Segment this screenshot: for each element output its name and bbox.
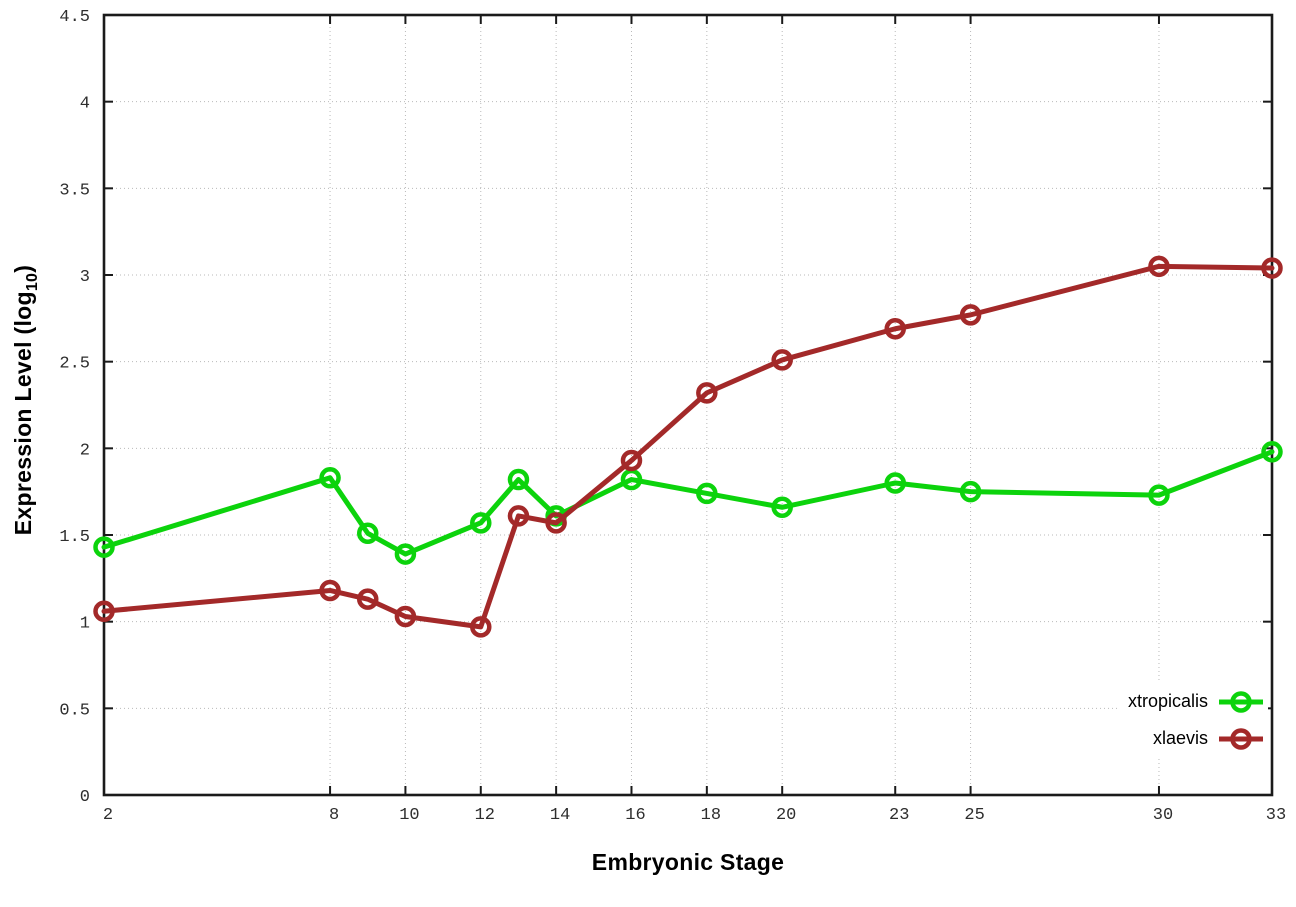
y-axis-title-text: Expression Level (log — [10, 291, 37, 536]
x-tick-label-18: 18 — [701, 806, 721, 825]
y-tick-label-2.5: 2.5 — [59, 355, 90, 374]
y-tick-label-1.5: 1.5 — [59, 528, 90, 547]
legend-item-xtropicalis: xtropicalis — [1128, 683, 1264, 720]
marker-xtropicalis-stage-23 — [884, 472, 906, 494]
x-tick-label-8: 8 — [329, 806, 339, 825]
x-tick-label-20: 20 — [776, 806, 796, 825]
marker-xlaevis-stage-20 — [771, 349, 793, 371]
y-tick-label-4.5: 4.5 — [59, 8, 90, 27]
series-line-xlaevis — [101, 263, 1275, 630]
y-tick-label-3.5: 3.5 — [59, 181, 90, 200]
y-tick-label-1: 1 — [80, 615, 90, 634]
marker-xtropicalis-stage-10 — [394, 543, 417, 565]
y-tick-label-2: 2 — [80, 441, 90, 460]
marker-xtropicalis-stage-20 — [771, 496, 793, 519]
y-tick-label-0: 0 — [80, 788, 90, 807]
x-tick-label-25: 25 — [964, 806, 984, 825]
marker-xlaevis-stage-2 — [93, 600, 115, 623]
y-axis-title-close: ) — [10, 264, 37, 273]
legend-label-xtropicalis: xtropicalis — [1127, 691, 1208, 711]
legend-marker-xtropicalis-icon — [1219, 690, 1263, 713]
y-tick-label-4: 4 — [80, 95, 90, 114]
x-axis-title: Embryonic Stage — [591, 849, 785, 875]
y-axis-title-subscript: 10 — [23, 272, 41, 292]
plot-border — [102, 13, 1274, 797]
marker-xtropicalis-stage-8 — [319, 467, 341, 489]
marker-xlaevis-stage-13 — [507, 505, 530, 527]
legend-marker-xlaevis-icon — [1219, 727, 1263, 750]
y-tick-label-0.5: 0.5 — [59, 701, 90, 720]
marker-xtropicalis-stage-18 — [696, 482, 718, 505]
x-tick-label-10: 10 — [399, 806, 419, 825]
marker-xlaevis-stage-23 — [884, 317, 906, 340]
y-axis-title: Expression Level (log10) — [10, 265, 42, 535]
marker-xtropicalis-stage-25 — [959, 480, 982, 503]
marker-xlaevis-stage-8 — [319, 579, 341, 602]
marker-xlaevis-stage-25 — [959, 304, 982, 326]
x-tick-label-30: 30 — [1153, 806, 1173, 825]
marker-xtropicalis-stage-9 — [356, 522, 379, 545]
x-tick-label-2: 2 — [103, 806, 113, 825]
legend: xtropicalis xlaevis — [1117, 681, 1268, 759]
x-tick-label-33: 33 — [1266, 806, 1286, 825]
marker-xlaevis-stage-14 — [545, 512, 567, 534]
marker-xlaevis-stage-10 — [394, 605, 417, 628]
legend-item-xlaevis: xlaevis — [1128, 720, 1264, 757]
marker-xlaevis-stage-9 — [356, 588, 379, 610]
x-tick-label-14: 14 — [550, 806, 570, 825]
x-tick-label-16: 16 — [625, 806, 645, 825]
marker-xtropicalis-stage-2 — [93, 536, 115, 558]
marker-xlaevis-stage-33 — [1261, 257, 1283, 279]
marker-xtropicalis-stage-30 — [1148, 484, 1170, 506]
x-tick-label-23: 23 — [889, 806, 909, 825]
legend-label-xlaevis: xlaevis — [1152, 728, 1208, 748]
series-line-xtropicalis — [101, 449, 1275, 557]
marker-xtropicalis-stage-12 — [470, 512, 492, 534]
marker-xlaevis-stage-12 — [470, 616, 492, 638]
y-tick-label-3: 3 — [80, 268, 90, 287]
marker-xlaevis-stage-30 — [1148, 255, 1170, 278]
marker-xlaevis-stage-18 — [696, 382, 718, 404]
marker-xtropicalis-stage-33 — [1261, 441, 1283, 463]
marker-xtropicalis-stage-13 — [507, 468, 530, 491]
x-tick-label-12: 12 — [475, 806, 495, 825]
marker-xlaevis-stage-16 — [620, 449, 643, 472]
